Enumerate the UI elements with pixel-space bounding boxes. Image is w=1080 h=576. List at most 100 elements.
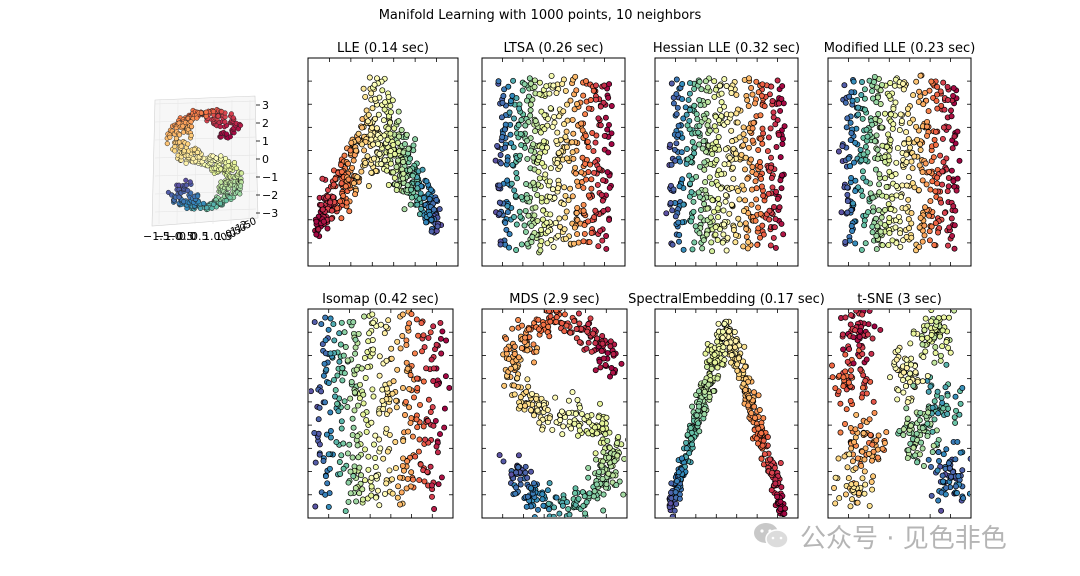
data-point [337,341,344,348]
data-point [592,96,599,103]
data-point [370,319,377,326]
data-point [939,135,946,142]
data-point [325,326,332,333]
data-point [189,124,195,130]
data-point [430,323,437,330]
data-point [848,130,855,137]
x-tick-label: 0.0 [179,230,197,243]
data-point [580,502,587,509]
data-point [904,415,911,422]
data-point [776,204,783,211]
data-point [531,412,537,419]
data-point [773,188,780,195]
x-tick-label: −0.5 [167,230,194,243]
data-point [510,77,517,84]
data-point [746,75,752,82]
data-point [509,325,516,332]
data-point [195,193,201,199]
data-point [919,341,926,348]
data-point [227,134,233,140]
data-point [428,216,435,223]
data-point [420,378,427,385]
data-point [496,210,503,217]
data-point [718,171,725,178]
data-point [441,424,448,431]
data-point [327,428,334,434]
data-point [680,246,687,253]
data-point [836,495,843,502]
data-point [368,136,375,143]
data-point [938,394,945,401]
data-point [511,214,517,220]
data-point [338,418,345,425]
data-point [569,139,575,146]
data-point [719,239,726,246]
data-point [924,433,931,440]
data-point [571,240,577,247]
data-point [873,132,880,139]
data-point [944,303,949,308]
data-point [322,399,328,406]
data-point [843,406,850,413]
data-point [708,180,715,187]
data-point [553,318,560,325]
data-point [429,493,435,500]
data-point [945,242,951,249]
data-point [370,346,377,353]
data-point [950,178,957,185]
data-point [555,232,562,239]
data-point [542,171,549,178]
data-point [526,75,533,82]
data-point [511,391,518,398]
data-point [846,451,853,458]
data-point [928,318,935,325]
data-point [407,419,414,426]
data-point [894,396,901,403]
data-point [724,119,731,126]
data-point [774,493,781,500]
data-point [569,193,576,200]
data-point [336,358,343,365]
data-point [938,507,945,514]
data-point [417,401,423,408]
data-point [576,404,583,411]
data-point [338,168,345,175]
data-point [578,410,585,417]
data-point [543,83,550,90]
data-point [723,83,730,89]
data-point [676,183,683,190]
data-point [916,243,923,250]
data-point [732,232,739,239]
data-point [887,206,894,213]
data-point [365,466,372,473]
data-point [777,154,784,161]
data-point [846,93,853,100]
data-point [686,107,693,113]
data-point [717,185,724,192]
data-point [439,328,446,335]
data-point [560,108,567,115]
data-point [361,313,368,320]
data-point [385,125,392,132]
gridline [154,136,257,141]
data-point [377,321,384,328]
data-point [429,404,436,411]
z-tick-label: −1 [262,171,278,184]
data-point [842,368,849,375]
data-point [404,475,411,482]
data-point [427,409,434,415]
data-point [668,480,675,487]
data-point [406,386,413,392]
data-point [766,216,773,223]
data-point [334,372,341,379]
data-point [368,90,375,97]
data-point [380,455,387,462]
data-point [518,194,525,201]
data-point [528,407,534,414]
data-point [720,344,727,351]
data-point [372,455,379,461]
data-point [898,118,905,124]
data-point [916,162,923,169]
data-point [933,97,940,104]
